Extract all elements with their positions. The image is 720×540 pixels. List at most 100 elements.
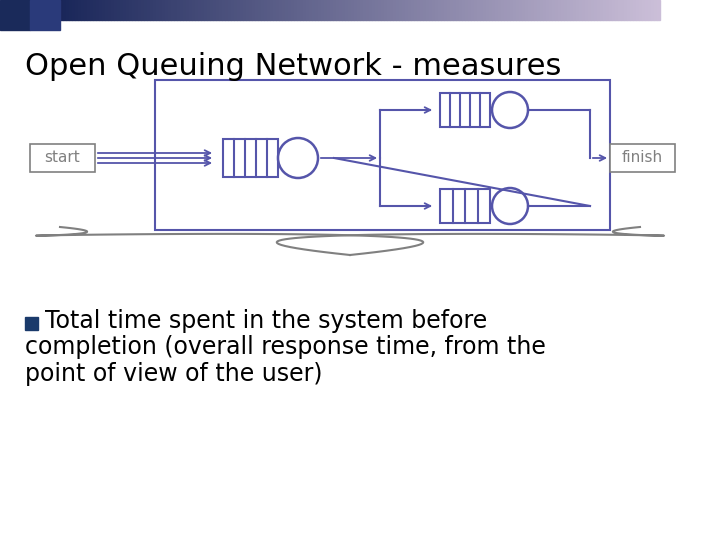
Bar: [159, 0, 162, 20]
Bar: [432, 0, 435, 20]
Bar: [306, 0, 309, 20]
Bar: [363, 0, 366, 20]
Bar: [333, 0, 336, 20]
Bar: [519, 0, 522, 20]
Bar: [78, 0, 81, 20]
Bar: [633, 0, 636, 20]
Bar: [279, 0, 282, 20]
Bar: [462, 0, 465, 20]
Bar: [102, 0, 105, 20]
Bar: [549, 0, 552, 20]
Bar: [297, 0, 300, 20]
Bar: [96, 0, 99, 20]
Bar: [252, 0, 255, 20]
Bar: [237, 0, 240, 20]
Bar: [474, 0, 477, 20]
Bar: [228, 0, 231, 20]
Bar: [282, 0, 285, 20]
Bar: [438, 0, 441, 20]
Bar: [399, 0, 402, 20]
Bar: [324, 0, 327, 20]
Bar: [177, 0, 180, 20]
Bar: [270, 0, 273, 20]
Bar: [402, 0, 405, 20]
Bar: [155, 80, 610, 230]
Bar: [540, 0, 543, 20]
Bar: [564, 0, 567, 20]
Bar: [618, 0, 621, 20]
Bar: [231, 0, 234, 20]
Bar: [459, 0, 462, 20]
Text: Open Queuing Network - measures: Open Queuing Network - measures: [25, 52, 562, 81]
Bar: [147, 0, 150, 20]
Bar: [162, 0, 165, 20]
Bar: [528, 0, 531, 20]
Bar: [81, 0, 84, 20]
Bar: [93, 0, 96, 20]
Bar: [30, 0, 60, 30]
Bar: [240, 0, 243, 20]
Circle shape: [492, 92, 528, 128]
Bar: [75, 0, 78, 20]
Bar: [264, 0, 267, 20]
Bar: [609, 0, 612, 20]
Bar: [471, 0, 474, 20]
Bar: [351, 0, 354, 20]
Bar: [0, 0, 30, 30]
Bar: [288, 0, 291, 20]
Bar: [153, 0, 156, 20]
Circle shape: [492, 188, 528, 224]
Bar: [639, 0, 642, 20]
Bar: [440, 93, 490, 127]
Bar: [327, 0, 330, 20]
Bar: [117, 0, 120, 20]
Bar: [492, 0, 495, 20]
Bar: [384, 0, 387, 20]
Bar: [99, 0, 102, 20]
Bar: [597, 0, 600, 20]
Bar: [258, 0, 261, 20]
Bar: [345, 0, 348, 20]
Bar: [378, 0, 381, 20]
Bar: [537, 0, 540, 20]
Bar: [435, 0, 438, 20]
Bar: [534, 0, 537, 20]
Bar: [105, 0, 108, 20]
Bar: [447, 0, 450, 20]
Bar: [489, 0, 492, 20]
Bar: [225, 0, 228, 20]
Bar: [393, 0, 396, 20]
Bar: [273, 0, 276, 20]
Bar: [369, 0, 372, 20]
Bar: [606, 0, 609, 20]
Bar: [165, 0, 168, 20]
Bar: [132, 0, 135, 20]
Bar: [303, 0, 306, 20]
Bar: [567, 0, 570, 20]
Text: start: start: [44, 151, 80, 165]
Bar: [594, 0, 597, 20]
Bar: [348, 0, 351, 20]
Bar: [318, 0, 321, 20]
Bar: [591, 0, 594, 20]
Bar: [111, 0, 114, 20]
Bar: [204, 0, 207, 20]
Bar: [612, 0, 615, 20]
Bar: [456, 0, 459, 20]
Bar: [90, 0, 93, 20]
Bar: [531, 0, 534, 20]
Bar: [144, 0, 147, 20]
Bar: [642, 0, 645, 20]
Bar: [408, 0, 411, 20]
Bar: [141, 0, 144, 20]
Bar: [138, 0, 141, 20]
Bar: [294, 0, 297, 20]
Bar: [189, 0, 192, 20]
Bar: [150, 0, 153, 20]
Bar: [222, 0, 225, 20]
Bar: [171, 0, 174, 20]
Bar: [477, 0, 480, 20]
Text: completion (overall response time, from the: completion (overall response time, from …: [25, 335, 546, 359]
Bar: [129, 0, 132, 20]
Bar: [390, 0, 393, 20]
